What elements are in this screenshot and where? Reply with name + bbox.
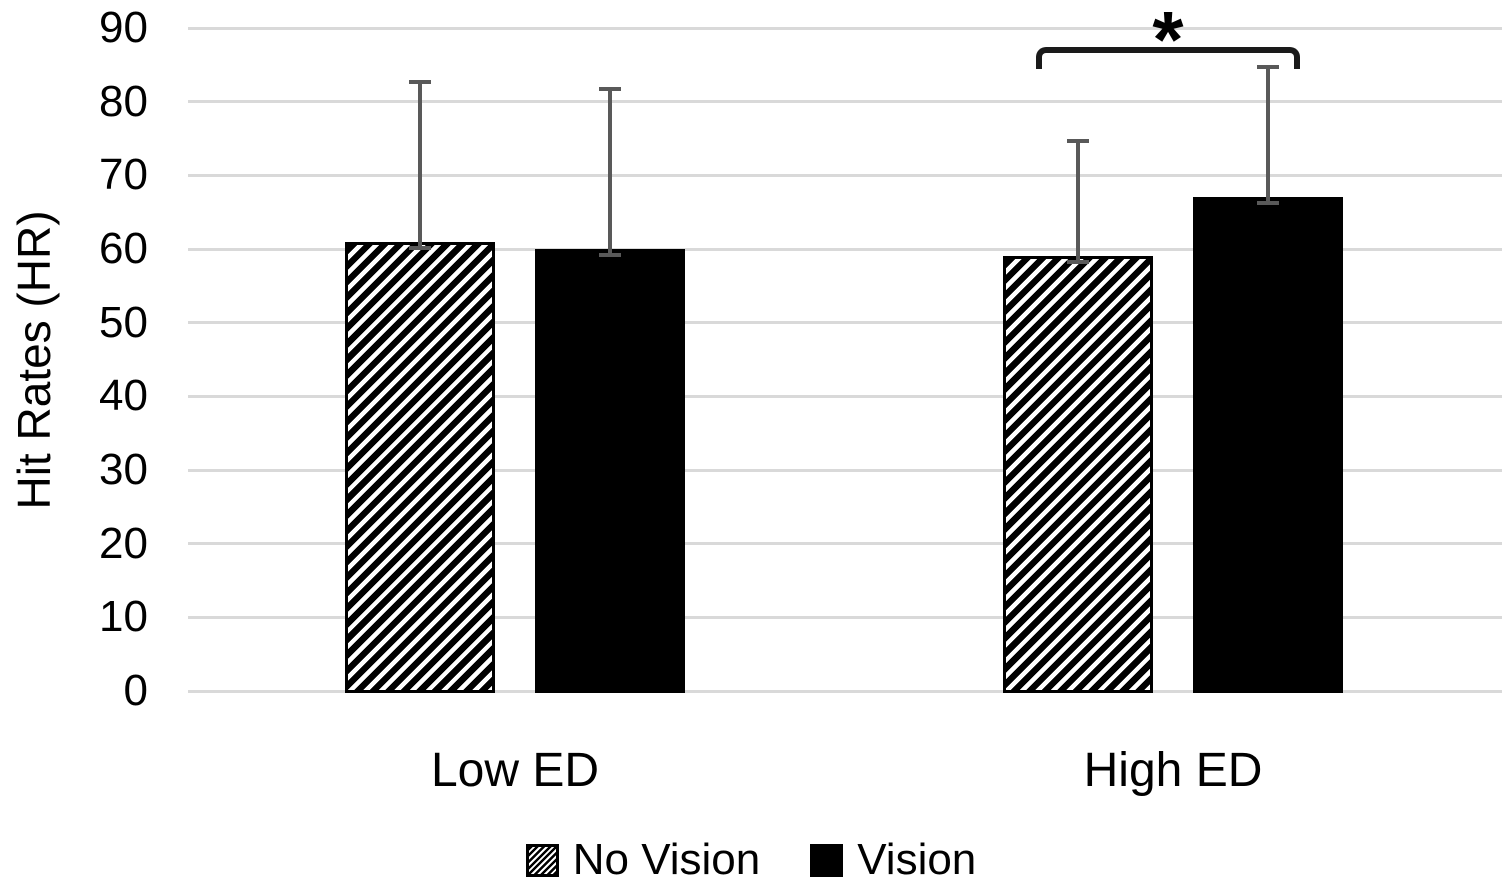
gridline-y-70 <box>188 173 1502 177</box>
error-cap-bottom <box>1067 260 1089 265</box>
gridline-y-0 <box>188 689 1502 693</box>
error-cap-top <box>409 79 431 84</box>
error-cap-top <box>1257 64 1279 69</box>
error-stem <box>418 79 422 250</box>
y-tick-label-40: 40 <box>99 371 148 421</box>
legend-label-vision: Vision <box>857 835 977 884</box>
x-category-label-high-ed: High ED <box>1083 744 1263 797</box>
x-category-label-low-ed: Low ED <box>430 744 600 797</box>
error-cap-top <box>1067 138 1089 143</box>
error-cap-bottom <box>599 252 621 257</box>
error-cap-top <box>599 86 621 91</box>
gridline-y-10 <box>188 615 1502 619</box>
gridline-y-20 <box>188 542 1502 546</box>
error-bar-no-vision-low-ed <box>409 79 431 250</box>
vision-solid-swatch-icon <box>810 843 844 877</box>
significance-bracket <box>1036 47 1300 69</box>
error-cap-bottom <box>409 245 431 250</box>
gridline-y-50 <box>188 321 1502 325</box>
gridline-y-90 <box>188 26 1502 30</box>
no-vision-hatch-swatch-icon <box>525 843 559 877</box>
y-tick-label-30: 30 <box>99 445 148 494</box>
y-tick-label-80: 80 <box>99 76 148 126</box>
y-tick-label-90: 90 <box>99 3 148 52</box>
gridline-y-40 <box>188 394 1502 398</box>
y-tick-label-20: 20 <box>99 518 148 568</box>
legend-item-no-vision: No Vision <box>525 835 761 884</box>
bar-vision-low-ed <box>535 249 685 693</box>
error-bar-vision-high-ed <box>1257 64 1279 206</box>
y-tick-label-70: 70 <box>99 150 148 200</box>
error-stem <box>608 86 612 257</box>
y-tick-label-60: 60 <box>99 224 148 273</box>
error-cap-bottom <box>1257 201 1279 206</box>
significance-asterisk: * <box>1152 0 1184 84</box>
legend-item-vision: Vision <box>810 836 976 884</box>
bar-vision-high-ed <box>1193 197 1343 693</box>
y-tick-label-50: 50 <box>99 297 148 347</box>
gridline-y-80 <box>188 100 1502 104</box>
error-bar-no-vision-high-ed <box>1067 138 1089 265</box>
y-tick-label-10: 10 <box>99 592 148 642</box>
legend-label-no-vision: No Vision <box>572 835 761 884</box>
error-bar-vision-low-ed <box>599 86 621 257</box>
bar-no-vision-low-ed <box>345 241 495 693</box>
bar-no-vision-high-ed <box>1003 256 1153 693</box>
legend: No Vision Vision <box>0 836 1502 884</box>
y-tick-label-0: 0 <box>123 666 148 715</box>
gridline-y-60 <box>188 247 1502 251</box>
gridline-y-30 <box>188 468 1502 472</box>
error-stem <box>1266 64 1270 206</box>
error-stem <box>1076 138 1080 265</box>
